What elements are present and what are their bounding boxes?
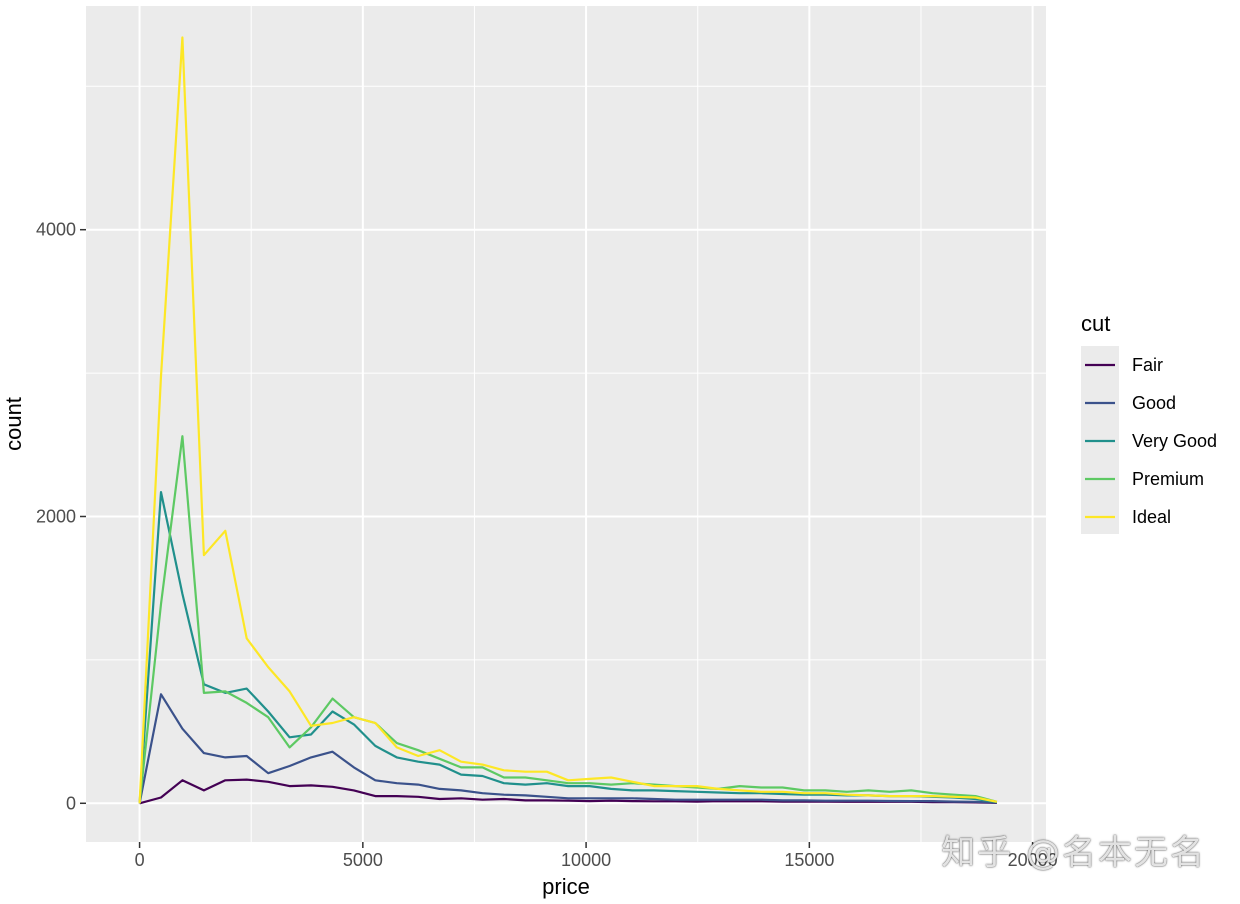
x-tick-label: 5000 [343,850,383,870]
series-line-good [138,693,997,804]
y-tick-label: 4000 [36,220,76,240]
legend-label-premium: Premium [1132,469,1204,489]
y-tick-label: 2000 [36,506,76,526]
x-tick-label: 10000 [561,850,611,870]
legend: cut Fair Good Very Good Premium Ideal [1081,311,1217,534]
series-lines [138,36,998,805]
legend-title: cut [1081,311,1110,336]
x-tick-label: 0 [135,850,145,870]
legend-label-ideal: Ideal [1132,507,1171,527]
y-axis-title: count [1,397,26,451]
legend-entries: Fair Good Very Good Premium Ideal [1085,355,1217,527]
legend-label-very-good: Very Good [1132,431,1217,451]
x-axis-title: price [542,874,590,899]
watermark-text: 知乎 @名本无名 [941,833,1206,873]
legend-label-good: Good [1132,393,1176,413]
legend-label-fair: Fair [1132,355,1163,375]
y-tick-label: 0 [66,793,76,813]
x-tick-label: 20000 [1008,850,1058,870]
series-line-ideal [138,36,998,804]
x-tick-label: 15000 [784,850,834,870]
grid-major [86,6,1046,842]
x-tick-labels: 0 5000 10000 15000 20000 [135,850,1058,870]
y-tick-labels: 0 2000 4000 [36,220,76,814]
axis-ticks [80,228,1034,848]
grid-minor [86,6,1046,842]
series-line-premium [138,435,998,804]
plot-panel [86,6,1046,842]
